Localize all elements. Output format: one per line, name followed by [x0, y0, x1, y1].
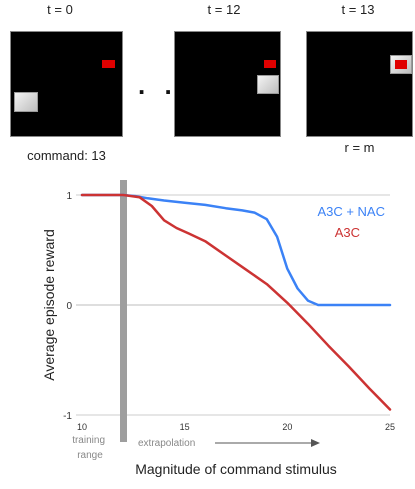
frame-label-t12: t = 12: [207, 2, 241, 17]
command-caption: command: 13: [27, 148, 106, 163]
y-tick-label: 0: [66, 301, 72, 312]
game-frame-t12: [174, 31, 281, 137]
x-axis-label: Magnitude of command stimulus: [135, 461, 337, 477]
game-frame-t0: [10, 31, 123, 137]
agent-square: [257, 75, 279, 94]
extrapolation-annotation: extrapolation: [138, 438, 195, 449]
agent-square: [14, 92, 38, 112]
x-tick-label: 20: [282, 422, 292, 432]
series-layer: [80, 193, 392, 411]
training-range-annotation: training range: [72, 435, 108, 461]
ellipsis-dots: . .: [138, 70, 178, 100]
x-tick-label: 15: [180, 422, 190, 432]
x-tick-label: 10: [77, 422, 87, 432]
tick-layer: 10-110 15 20 25: [63, 191, 395, 432]
game-frame-t13: [306, 31, 413, 137]
legend-item-a3c: A3C: [335, 225, 360, 240]
x-tick-label: 25: [385, 422, 395, 432]
series-line-a3c-nac: [80, 193, 392, 307]
target-square: [264, 60, 276, 68]
reward-caption: r = m: [344, 140, 375, 155]
y-axis-label: Average episode reward: [41, 229, 57, 381]
legend-item-a3c-nac: A3C + NAC: [317, 204, 385, 219]
y-tick-label: -1: [63, 411, 72, 422]
training-range-marker: [120, 180, 127, 442]
reward-chart: 10-110 15 20 25 Average episode reward Magn…: [41, 180, 395, 477]
extrapolation-arrowhead: [311, 439, 320, 447]
frame-label-t13: t = 13: [341, 2, 375, 17]
series-line-a3c: [80, 193, 392, 411]
target-square: [395, 60, 407, 69]
target-square: [102, 60, 115, 68]
frame-label-t0: t = 0: [47, 2, 73, 17]
y-tick-label: 1: [66, 191, 72, 202]
